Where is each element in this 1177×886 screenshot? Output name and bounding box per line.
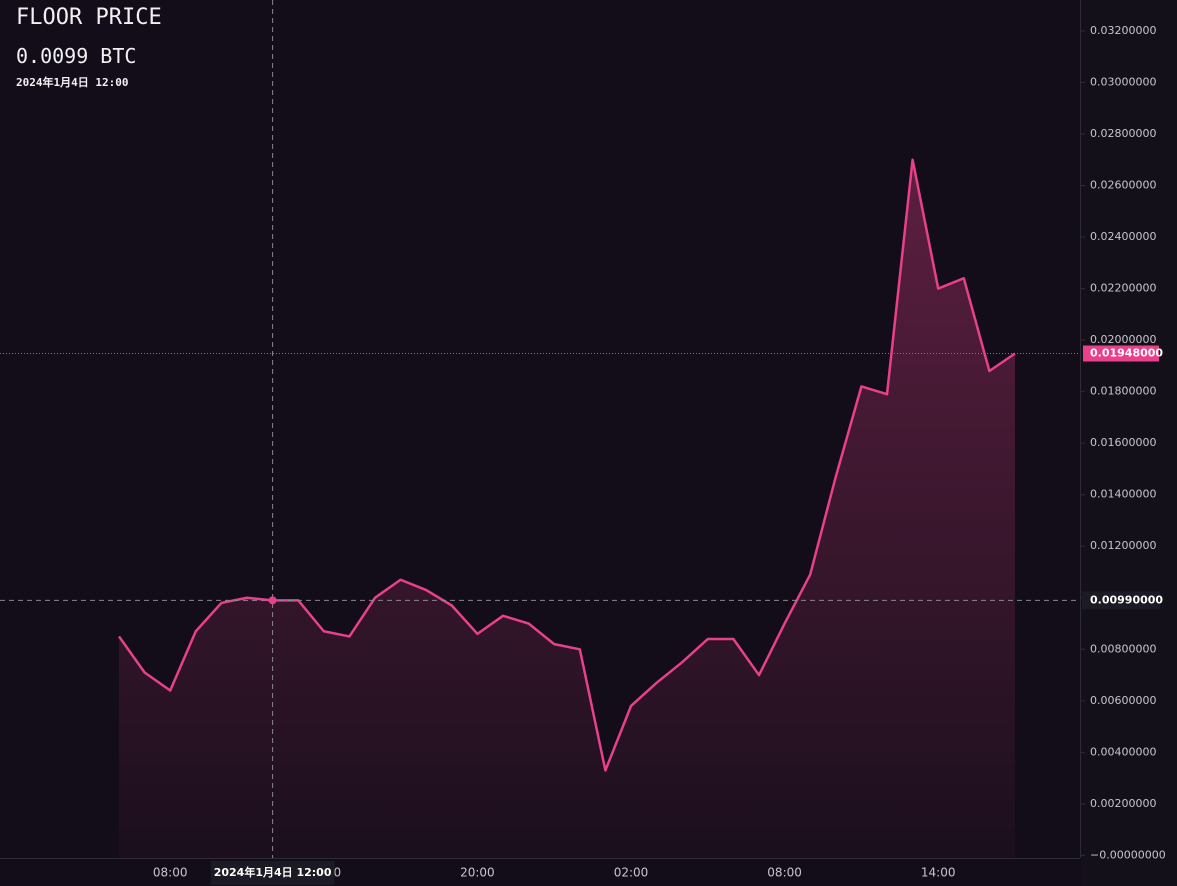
crosshair-date-label: 2024年1月4日 12:00 [214,865,332,879]
y-tick-label: 0.03200000 [1090,24,1156,37]
y-tick-label: 0.03000000 [1090,75,1156,88]
y-tick-label: −0.00000000 [1090,848,1166,861]
plot [117,158,1016,858]
y-tick-label: 0.01600000 [1090,436,1156,449]
chart-title: FLOOR PRICE [16,5,162,30]
y-tick-label: 0.00200000 [1090,797,1156,810]
crosshair-value-label: 0.00990000 [1090,593,1163,606]
y-tick-label: 0.02200000 [1090,282,1156,295]
y-tick-label: 0.00600000 [1090,694,1156,707]
y-tick-label: 0.01800000 [1090,385,1156,398]
y-tick-label: 0.01400000 [1090,488,1156,501]
y-tick-label: 0.02000000 [1090,333,1156,346]
crosshair-value-box [1082,591,1160,610]
y-tick-label: 0.02400000 [1090,230,1156,243]
price: 0.0099 BTC [16,44,136,68]
x-tick-label: 02:00 [614,866,649,880]
y-tick-label: 0.00400000 [1090,745,1156,758]
last-price-box [1083,345,1159,362]
area [119,159,1015,858]
x-tick-label: 08:00 [153,866,188,880]
y-tick-label: 0.02800000 [1090,127,1156,140]
crosshair-dot [268,596,277,605]
price-axis [1081,0,1177,886]
y-tick-label: 0.00800000 [1090,642,1156,655]
y-tick-label: 0.02600000 [1090,179,1156,192]
line [117,158,1016,772]
crosshair-date-box [210,861,335,885]
y-tick-label: 0.01200000 [1090,539,1156,552]
x-tick-label: 14:00 [921,866,956,880]
x-tick-label: 20:00 [460,866,495,880]
x-tick-label: 08:00 [767,866,802,880]
date: 2024年1月4日 12:00 [16,75,128,89]
last-price-label: 0.01948000 [1090,347,1163,360]
